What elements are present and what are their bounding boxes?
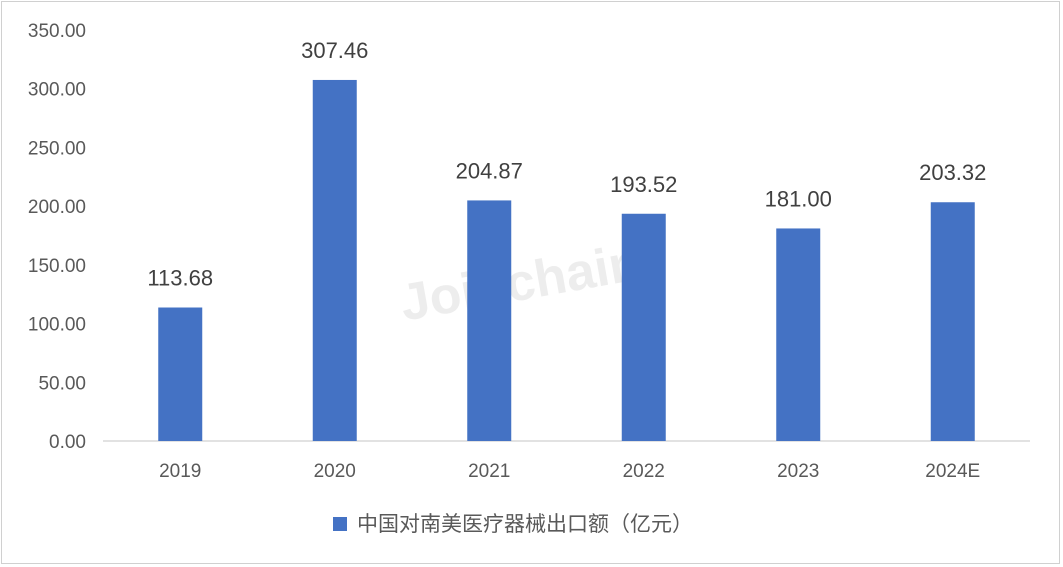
y-tick-label: 50.00 bbox=[38, 373, 86, 394]
bar-2021 bbox=[467, 200, 512, 441]
x-tick-label: 2021 bbox=[468, 461, 510, 482]
legend: 中国对南美医疗器械出口额（亿元） bbox=[333, 512, 693, 536]
data-label-2022: 193.52 bbox=[610, 172, 677, 197]
y-tick-label: 250.00 bbox=[28, 138, 86, 159]
data-label-2020: 307.46 bbox=[301, 38, 368, 63]
bar-2022 bbox=[621, 213, 666, 441]
y-tick-label: 300.00 bbox=[28, 80, 86, 101]
watermark: Joinchain bbox=[396, 233, 645, 332]
data-label-2019: 113.68 bbox=[147, 266, 213, 291]
x-axis: 2019 2020 2021 2022 2023 2024E bbox=[159, 461, 980, 482]
bar-2019 bbox=[158, 307, 203, 441]
data-label-2023: 181.00 bbox=[765, 186, 832, 211]
y-tick-label: 200.00 bbox=[28, 197, 86, 218]
x-tick-label: 2024E bbox=[925, 461, 980, 482]
y-tick-label: 150.00 bbox=[28, 256, 86, 277]
bars: 113.68 307.46 204.87 193.52 181.00 203.32 bbox=[147, 38, 986, 442]
y-tick-label: 0.00 bbox=[49, 432, 86, 453]
legend-label: 中国对南美医疗器械出口额（亿元） bbox=[357, 512, 693, 536]
y-axis: 0.00 50.00 100.00 150.00 200.00 250.00 300.00 3… bbox=[28, 21, 86, 453]
legend-swatch bbox=[333, 517, 347, 531]
y-tick-label: 100.00 bbox=[28, 315, 86, 336]
x-tick-label: 2019 bbox=[159, 461, 201, 482]
data-label-2024E: 203.32 bbox=[919, 160, 986, 185]
x-tick-label: 2023 bbox=[777, 461, 819, 482]
data-label-2021: 204.87 bbox=[456, 158, 523, 183]
x-tick-label: 2020 bbox=[314, 461, 356, 482]
bar-2024E bbox=[930, 202, 975, 441]
bar-2020 bbox=[312, 79, 357, 442]
y-tick-label: 350.00 bbox=[28, 21, 86, 42]
bar-2023 bbox=[776, 228, 821, 441]
x-tick-label: 2022 bbox=[623, 461, 665, 482]
